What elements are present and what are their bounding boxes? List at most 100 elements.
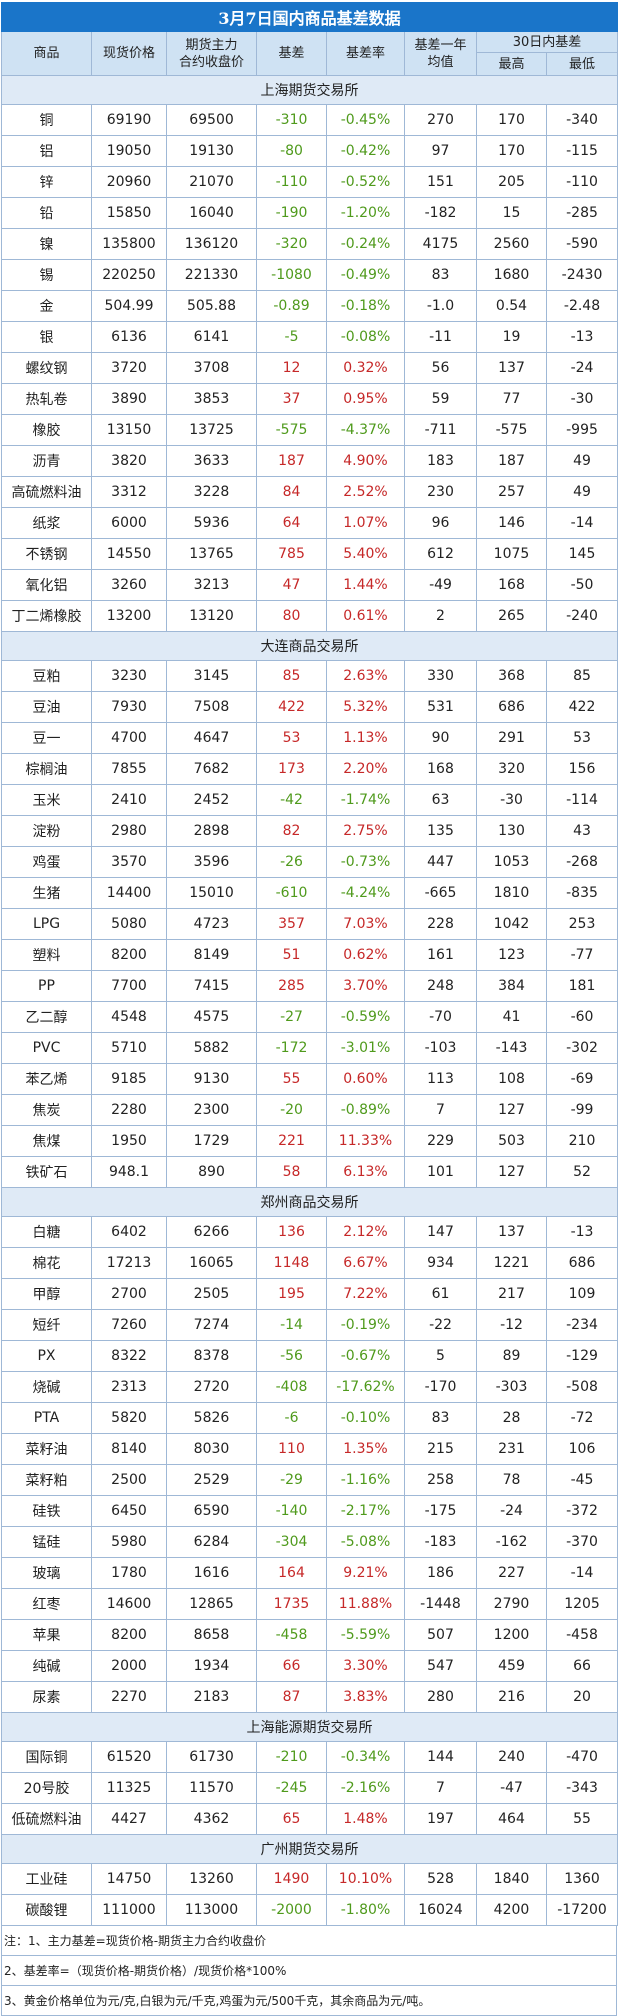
table-row: 铜 69190 69500 -310 -0.45% 270 170 -340 (1, 104, 619, 136)
cell-futures: 7682 (166, 753, 257, 785)
table-row: 鸡蛋 3570 3596 -26 -0.73% 447 1053 -268 (1, 846, 619, 878)
cell-name: 丁二烯橡胶 (1, 600, 92, 632)
cell-avg: 151 (404, 166, 477, 198)
cell-spot: 2313 (91, 1371, 167, 1403)
cell-spot: 8140 (91, 1433, 167, 1465)
cell-high: -30 (476, 784, 547, 816)
table-row: 甲醇 2700 2505 195 7.22% 61 217 109 (1, 1278, 619, 1310)
basis-table: 3月7日国内商品基差数据 商品 现货价格 期货主力 合约收盘价 基差 基差率 基差… (0, 2, 619, 1926)
cell-basis: 422 (256, 691, 327, 723)
cell-avg: 7 (404, 1772, 477, 1804)
cell-basis: 285 (256, 970, 327, 1002)
cell-name: 焦炭 (1, 1094, 92, 1126)
cell-low: -45 (545, 1464, 619, 1496)
cell-name: 棕榈油 (1, 753, 92, 785)
cell-low: -285 (545, 197, 619, 229)
cell-rate: -0.34% (326, 1741, 405, 1773)
cell-spot: 135800 (91, 228, 167, 260)
cell-low: 85 (545, 660, 619, 692)
cell-futures: 12865 (166, 1588, 257, 1620)
cell-spot: 504.99 (91, 290, 167, 322)
header-row-1: 商品 现货价格 期货主力 合约收盘价 基差 基差率 基差一年 均值 30日内基差 (1, 31, 619, 76)
cell-futures: 2505 (166, 1278, 257, 1310)
cell-spot: 7930 (91, 691, 167, 723)
table-row: 淀粉 2980 2898 82 2.75% 135 130 43 (1, 815, 619, 847)
cell-futures: 15010 (166, 877, 257, 909)
cell-basis: 1148 (256, 1247, 327, 1279)
cell-rate: 1.07% (326, 507, 405, 539)
cell-futures: 8030 (166, 1433, 257, 1465)
section-header-row: 大连商品交易所 (0, 631, 619, 661)
cell-avg: 147 (404, 1216, 477, 1248)
cell-rate: 10.10% (326, 1863, 405, 1895)
cell-futures: 19130 (166, 135, 257, 167)
cell-rate: -0.89% (326, 1094, 405, 1126)
cell-spot: 7855 (91, 753, 167, 785)
table-row: 苹果 8200 8658 -458 -5.59% 507 1200 -458 (1, 1619, 619, 1651)
cell-basis: -304 (256, 1526, 327, 1558)
cell-high: 1221 (476, 1247, 547, 1279)
cell-rate: -5.08% (326, 1526, 405, 1558)
cell-basis: 80 (256, 600, 327, 632)
cell-high: 320 (476, 753, 547, 785)
cell-spot: 4700 (91, 722, 167, 754)
section-header-row: 上海期货交易所 (0, 75, 619, 105)
cell-futures: 8658 (166, 1619, 257, 1651)
cell-spot: 2500 (91, 1464, 167, 1496)
cell-basis: -6 (256, 1402, 327, 1434)
table-row: 铅 15850 16040 -190 -1.20% -182 15 -285 (1, 197, 619, 229)
cell-rate: -2.16% (326, 1772, 405, 1804)
table-row: 金 504.99 505.88 -0.89 -0.18% -1.0 0.54 -2.48 (1, 290, 619, 322)
cell-high: 1053 (476, 846, 547, 878)
cell-futures: 6141 (166, 321, 257, 353)
table-row: 高硫燃料油 3312 3228 84 2.52% 230 257 49 (1, 476, 619, 508)
table-row: PVC 5710 5882 -172 -3.01% -103 -143 -302 (1, 1032, 619, 1064)
cell-spot: 7260 (91, 1309, 167, 1341)
cell-spot: 6000 (91, 507, 167, 539)
table-row: 碳酸锂 111000 113000 -2000 -1.80% 16024 4200 -1720… (1, 1894, 619, 1926)
cell-futures: 13725 (166, 414, 257, 446)
cell-avg: -182 (404, 197, 477, 229)
cell-rate: 1.44% (326, 569, 405, 601)
cell-futures: 1616 (166, 1557, 257, 1589)
cell-low: 156 (545, 753, 619, 785)
cell-futures: 1729 (166, 1125, 257, 1157)
cell-futures: 3633 (166, 445, 257, 477)
table-row: 乙二醇 4548 4575 -27 -0.59% -70 41 -60 (1, 1001, 619, 1033)
cell-avg: 5 (404, 1340, 477, 1372)
table-row: 锰硅 5980 6284 -304 -5.08% -183 -162 -370 (1, 1526, 619, 1558)
cell-rate: 7.22% (326, 1278, 405, 1310)
cell-low: -508 (545, 1371, 619, 1403)
table-row: 丁二烯橡胶 13200 13120 80 0.61% 2 265 -240 (1, 600, 619, 632)
cell-avg: -183 (404, 1526, 477, 1558)
cell-futures: 3853 (166, 383, 257, 415)
cell-avg: 83 (404, 259, 477, 291)
table-row: 工业硅 14750 13260 1490 10.10% 528 1840 1360 (1, 1863, 619, 1895)
cell-name: 镍 (1, 228, 92, 260)
cell-avg: 330 (404, 660, 477, 692)
cell-futures: 3213 (166, 569, 257, 601)
cell-name: 玉米 (1, 784, 92, 816)
cell-high: 459 (476, 1650, 547, 1682)
cell-futures: 7415 (166, 970, 257, 1002)
cell-name: PTA (1, 1402, 92, 1434)
cell-rate: -0.49% (326, 259, 405, 291)
cell-rate: -0.19% (326, 1309, 405, 1341)
cell-rate: -1.20% (326, 197, 405, 229)
cell-high: 137 (476, 1216, 547, 1248)
cell-name: 焦煤 (1, 1125, 92, 1157)
cell-avg: 161 (404, 939, 477, 971)
cell-low: -268 (545, 846, 619, 878)
cell-high: 130 (476, 815, 547, 847)
cell-high: 1200 (476, 1619, 547, 1651)
cell-name: 不锈钢 (1, 538, 92, 570)
cell-futures: 4647 (166, 722, 257, 754)
cell-basis: 64 (256, 507, 327, 539)
cell-name: 玻璃 (1, 1557, 92, 1589)
cell-name: 氧化铝 (1, 569, 92, 601)
cell-low: 49 (545, 445, 619, 477)
cell-spot: 8200 (91, 939, 167, 971)
cell-high: 146 (476, 507, 547, 539)
cell-name: 铁矿石 (1, 1156, 92, 1188)
cell-avg: 7 (404, 1094, 477, 1126)
